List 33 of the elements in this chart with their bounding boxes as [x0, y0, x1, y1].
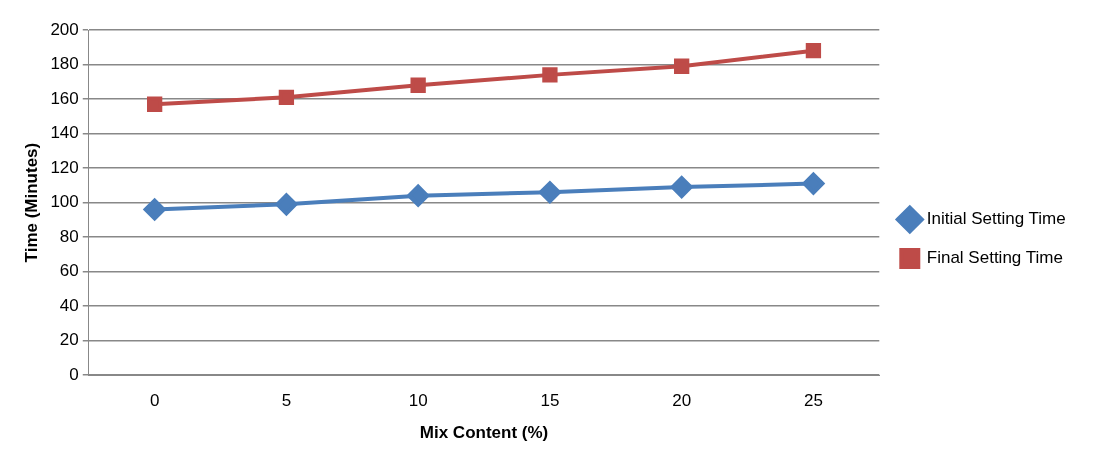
y-tick-label: 160 — [50, 88, 79, 108]
point — [670, 176, 693, 199]
y-tick-label: 0 — [69, 364, 79, 384]
point — [143, 198, 166, 221]
point — [805, 43, 822, 59]
point — [802, 172, 825, 195]
x-tick-label: 25 — [803, 391, 823, 411]
x-axis-title: Mix Content (%) — [419, 423, 549, 443]
y-tick-label: 180 — [50, 54, 79, 74]
point — [275, 193, 298, 216]
point — [278, 89, 295, 105]
x-tick-label: 10 — [408, 391, 428, 411]
x-tick-label: 15 — [540, 391, 560, 411]
point — [674, 58, 690, 74]
point — [410, 77, 426, 93]
y-axis-title: Time (Minutes) — [21, 142, 41, 263]
legend-label: Final Setting Time — [926, 248, 1063, 268]
legend-label: Initial Setting Time — [926, 209, 1066, 229]
y-tick-label: 20 — [59, 330, 79, 350]
y-tick-label: 200 — [50, 19, 79, 39]
y-tick-label: 140 — [50, 123, 79, 143]
y-tick-label: 60 — [59, 261, 79, 281]
x-tick-label: 20 — [672, 391, 692, 411]
point — [538, 181, 561, 204]
x-tick-label: 5 — [281, 391, 292, 411]
point — [146, 96, 163, 112]
y-tick-label: 40 — [59, 295, 79, 315]
y-tick-label: 120 — [50, 157, 79, 177]
x-tick-label: 0 — [149, 391, 160, 411]
y-tick-label: 100 — [50, 192, 79, 212]
y-tick-label: 80 — [59, 226, 79, 246]
point — [542, 67, 558, 83]
point — [407, 184, 430, 207]
